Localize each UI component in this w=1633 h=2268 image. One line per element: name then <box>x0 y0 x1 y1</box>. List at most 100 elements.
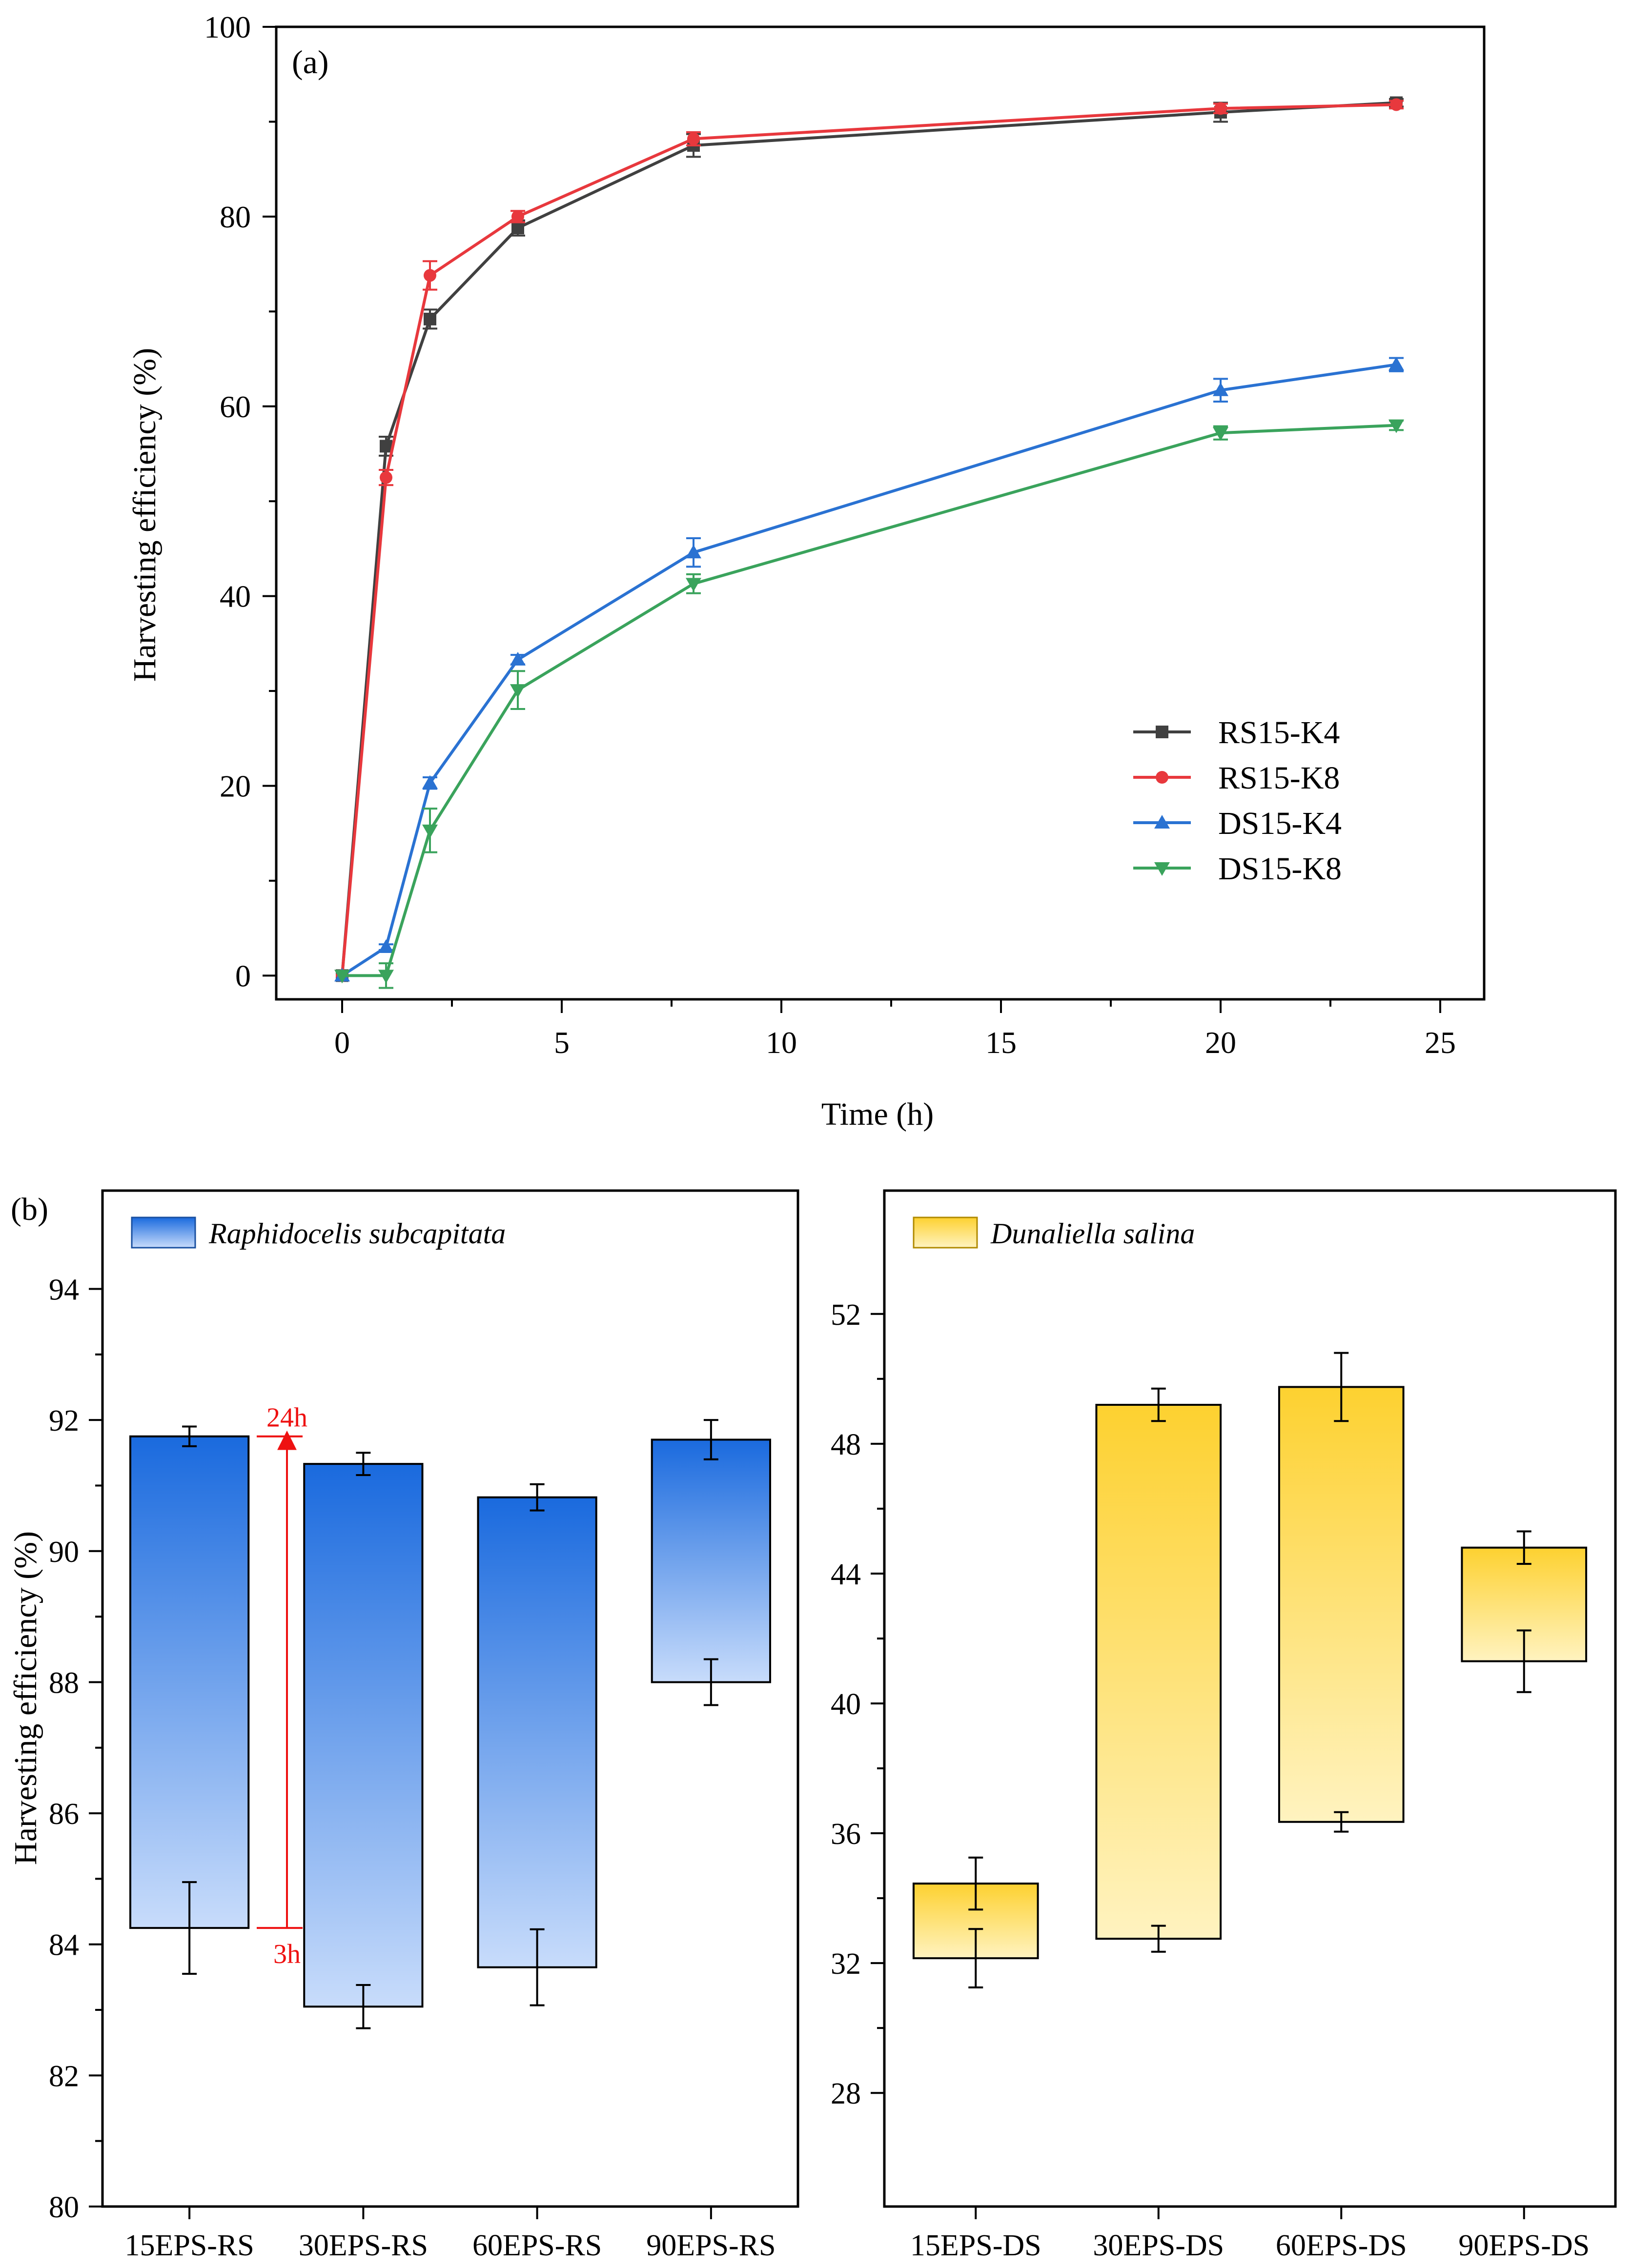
y-tick-label: 48 <box>831 1428 861 1461</box>
floating-bar <box>651 1438 771 1683</box>
y-tick-label: 0 <box>235 958 251 993</box>
x-tick-label: 90EPS-DS <box>1458 2229 1590 2262</box>
x-tick-label: 60EPS-DS <box>1276 2229 1407 2262</box>
series-DS15-K8 <box>334 419 1404 989</box>
panel-b-rs-axes: 80 82 84 86 88 90 92 94 15EPS-RS 30EPS-RS 60EPS-RS… <box>49 1273 776 2262</box>
y-tick-label: 88 <box>49 1666 79 1700</box>
data-point <box>378 970 394 984</box>
legend-marker <box>1156 771 1168 784</box>
x-tick-label: 90EPS-RS <box>646 2229 776 2262</box>
annotation-3h-label: 3h <box>273 1939 301 1969</box>
panel-a-x-axis-title: Time (h) <box>821 1096 934 1132</box>
data-point <box>686 545 701 559</box>
data-point <box>511 222 524 235</box>
data-point <box>687 132 700 145</box>
y-tick-label: 90 <box>49 1536 79 1569</box>
series-RS15-K8 <box>336 98 1404 982</box>
panel-a-legend: RS15-K4 RS15-K8 DS15-K4 DS15-K8 <box>1133 715 1342 887</box>
panel-b-y-axis-title: Harvesting efficiency (%) <box>8 1531 43 1865</box>
data-point <box>1388 419 1404 433</box>
panel-a-y-axis-title: Harvesting efficiency (%) <box>127 348 163 682</box>
series-RS15-K4 <box>336 96 1404 982</box>
y-tick-label: 80 <box>49 2191 79 2224</box>
panel-b-rs-legend: Raphidocelis subcapitata <box>131 1216 506 1250</box>
y-tick-label: 28 <box>831 2077 861 2110</box>
floating-bar <box>303 1463 424 2008</box>
y-tick-label: 20 <box>220 769 251 804</box>
legend-item-RS15-K4: RS15-K4 <box>1133 715 1340 750</box>
panel-b-rs-bars <box>129 1419 771 2029</box>
y-tick-label: 44 <box>831 1558 861 1591</box>
legend-label: Dunaliella salina <box>990 1217 1195 1250</box>
series-DS15-K4 <box>334 357 1404 982</box>
x-tick-label: 15EPS-DS <box>910 2229 1041 2262</box>
panel-b-rs-bar-chart: (b) 80 82 84 86 88 90 92 94 15EPS-RS 30EPS-RS 60EP… <box>8 1189 799 2262</box>
panel-b-rs-annotations: 24h 3h <box>257 1403 307 1969</box>
bar-15EPS-RS <box>129 1425 250 1975</box>
y-tick-label: 32 <box>831 1947 861 1981</box>
legend-item-DS15-K8: DS15-K8 <box>1133 851 1342 887</box>
x-tick-label: 15EPS-RS <box>124 2229 254 2262</box>
legend-item-DS15-K4: DS15-K4 <box>1133 806 1342 841</box>
legend-label: DS15-K8 <box>1218 851 1342 887</box>
floating-bar <box>1095 1404 1222 1940</box>
floating-bar <box>477 1496 597 1968</box>
y-tick-label: 40 <box>831 1688 861 1721</box>
legend-swatch <box>131 1216 196 1249</box>
data-point <box>511 210 524 223</box>
data-point <box>1390 98 1403 111</box>
panel-b-ds-plot-frame <box>883 1189 1617 2208</box>
x-tick-label: 10 <box>766 1025 797 1060</box>
x-tick-label: 5 <box>554 1025 570 1060</box>
panel-a-series <box>334 96 1404 989</box>
y-tick-label: 52 <box>831 1298 861 1332</box>
data-point <box>510 651 526 666</box>
data-point <box>1213 427 1228 441</box>
x-tick-label: 30EPS-RS <box>299 2229 428 2262</box>
data-point <box>334 970 350 984</box>
panel-a-label: (a) <box>292 43 328 81</box>
legend-marker <box>1154 815 1170 829</box>
panel-a-plot-frame <box>275 25 1486 1001</box>
legend-label: RS15-K8 <box>1218 760 1340 796</box>
y-tick-label: 82 <box>49 2060 79 2093</box>
y-tick-label: 40 <box>220 579 251 614</box>
panel-b-ds-legend: Dunaliella salina <box>913 1216 1195 1250</box>
bar-60EPS-DS <box>1278 1352 1405 1833</box>
legend-item-RS15-K8: RS15-K8 <box>1133 760 1340 796</box>
x-tick-label: 30EPS-DS <box>1093 2229 1224 2262</box>
data-point <box>1213 382 1228 396</box>
data-point <box>378 939 394 953</box>
bar-30EPS-RS <box>303 1452 424 2029</box>
data-point <box>422 824 438 838</box>
panel-b-label: (b) <box>11 1192 48 1227</box>
data-point <box>380 440 392 453</box>
y-tick-label: 92 <box>49 1404 79 1438</box>
y-tick-label: 94 <box>49 1273 79 1306</box>
legend-swatch <box>913 1216 978 1249</box>
series-line <box>341 101 1397 976</box>
series-line <box>341 103 1397 976</box>
x-tick-label: 20 <box>1205 1025 1236 1060</box>
floating-bar <box>129 1435 250 1929</box>
data-point <box>424 269 436 282</box>
annotation-24h-label: 24h <box>266 1403 307 1433</box>
x-tick-label: 15 <box>985 1025 1017 1060</box>
bar-30EPS-DS <box>1095 1387 1222 1953</box>
y-tick-label: 36 <box>831 1818 861 1851</box>
y-tick-label: 80 <box>220 200 251 234</box>
data-point <box>1388 357 1404 371</box>
panel-b-ds-axes: 28 32 36 40 44 48 52 15EPS-DS 30EPS-DS 60EPS-DS 90… <box>831 1298 1590 2262</box>
legend-label: DS15-K4 <box>1218 806 1342 841</box>
x-tick-label: 0 <box>334 1025 350 1060</box>
legend-marker <box>1156 726 1168 738</box>
data-point <box>1214 102 1227 115</box>
legend-marker <box>1154 862 1170 876</box>
panel-b-ds-bars <box>912 1352 1588 1989</box>
series-line <box>342 424 1397 977</box>
y-tick-label: 60 <box>220 389 251 424</box>
bar-90EPS-DS <box>1461 1530 1588 1693</box>
data-point <box>380 471 392 484</box>
